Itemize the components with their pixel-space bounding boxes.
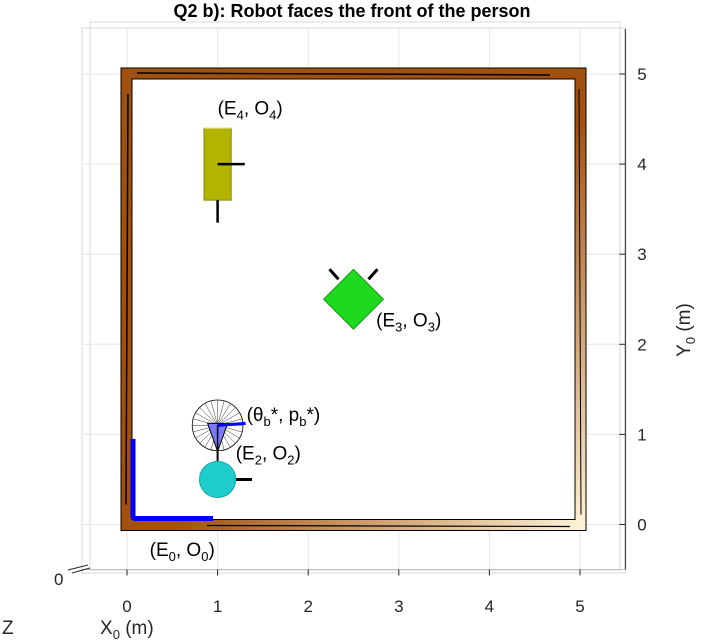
room-wall-edge xyxy=(125,93,129,505)
robot-sphere-spoke xyxy=(217,400,225,426)
cube-object xyxy=(322,268,385,330)
x-tick-label: 2 xyxy=(303,597,312,616)
y-tick-label: 1 xyxy=(637,425,646,444)
robot-pose-annotation: (θb*, pb*) xyxy=(247,405,321,429)
robot-sphere-spoke xyxy=(217,403,231,426)
y-axis-label: Y0 (m) xyxy=(674,303,698,357)
x-tick-label: 0 xyxy=(122,597,131,616)
y-tick-labels: 0 1 2 3 4 5 xyxy=(619,28,647,570)
z-tick-mark xyxy=(67,564,91,574)
x-tick-label: 3 xyxy=(394,597,403,616)
y-tick-label: 4 xyxy=(637,155,646,174)
robot-sphere-spoke xyxy=(217,407,236,426)
z-tick-label: 0 xyxy=(54,570,63,589)
x-tick-label: 5 xyxy=(575,597,584,616)
scene-objects xyxy=(120,67,587,531)
y-tick-label: 5 xyxy=(637,65,646,84)
person-object xyxy=(198,460,237,499)
cube-frame-axis xyxy=(328,268,340,281)
frame-annotation: (E3, O3) xyxy=(376,310,441,334)
frame-annotation: (E0, O0) xyxy=(150,540,215,564)
robot-frame-x xyxy=(217,421,246,427)
robot-sphere-spoke xyxy=(210,400,218,426)
y-tick-label: 2 xyxy=(637,335,646,354)
room-wall-edge xyxy=(206,524,571,528)
x-tick-label: 4 xyxy=(485,597,494,616)
annotations: (E0, O0) (E2, O2) (E3, O3) (E4, O4) (θb*, pb… xyxy=(150,99,442,564)
cube-frame-axis xyxy=(367,268,379,281)
frame-annotation: (E2, O2) xyxy=(236,444,301,468)
z-axis-label: Z xyxy=(2,618,14,639)
chart-title: Q2 b): Robot faces the front of the pers… xyxy=(173,1,530,21)
y-tick-label: 3 xyxy=(637,245,646,264)
y-tick-label: 0 xyxy=(637,516,646,535)
x-tick-labels: 0 1 2 3 4 5 xyxy=(81,569,626,616)
robot-sphere-spoke xyxy=(199,407,218,426)
robot-sphere-spoke xyxy=(204,403,218,426)
x-tick-label: 1 xyxy=(213,597,222,616)
frame-annotation: (E4, O4) xyxy=(218,99,283,123)
room-wall-edge xyxy=(578,88,582,515)
room-wall-edge xyxy=(136,72,551,76)
x-axis-label: X0 (m) xyxy=(100,618,154,641)
